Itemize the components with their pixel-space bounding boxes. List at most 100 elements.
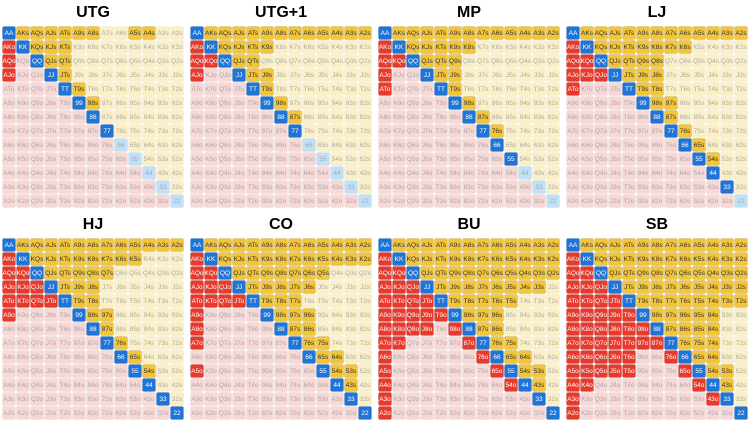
hand-label: K8o <box>393 326 405 333</box>
hand-label: 66 <box>117 142 125 149</box>
hand-label: A2o <box>567 198 579 205</box>
hand-label: K2s <box>171 44 183 51</box>
hand-cell <box>2 124 16 138</box>
hand-label: 84s <box>144 114 155 121</box>
hand-cell <box>86 82 100 96</box>
hand-label: A8s <box>275 30 287 37</box>
hand-label: 93s <box>158 312 169 319</box>
hand-label: 86o <box>652 354 663 361</box>
hand-label: 64o <box>116 382 127 389</box>
hand-cell <box>156 110 170 124</box>
hand-label: J3s <box>158 72 169 79</box>
hand-label: Q5s <box>693 270 706 277</box>
hand-label: 87s <box>102 114 113 121</box>
hand-label: 92s <box>172 100 183 107</box>
hand-label: 72o <box>290 410 301 417</box>
hand-label: 93o <box>450 184 461 191</box>
hand-cell <box>156 166 170 180</box>
hand-label: 62o <box>492 410 503 417</box>
hand-label: K6o <box>205 142 217 149</box>
hand-label: J9o <box>422 312 433 319</box>
hand-label: 65o <box>304 368 315 375</box>
hand-label: 76s <box>492 340 503 347</box>
hand-label: 62s <box>548 354 559 361</box>
hand-label: J7s <box>478 284 489 291</box>
hand-label: TT <box>437 298 445 305</box>
hand-label: 73s <box>346 340 357 347</box>
hand-label: T9s <box>74 86 86 93</box>
hand-label: AJo <box>567 72 579 79</box>
hand-label: Q9s <box>449 58 462 65</box>
hand-label: J4s <box>332 284 343 291</box>
hand-label: KQs <box>219 44 232 51</box>
hand-cell <box>190 110 204 124</box>
hand-label: AA <box>5 242 14 249</box>
hand-label: T7o <box>59 128 71 135</box>
hand-label: J9o <box>610 100 621 107</box>
hand-label: 43s <box>158 170 169 177</box>
hand-label: J4s <box>144 284 155 291</box>
hand-label: T4o <box>623 170 635 177</box>
hand-label: A3o <box>379 396 391 403</box>
hand-cell <box>260 26 274 40</box>
hand-label: T6o <box>247 142 259 149</box>
hand-label: KK <box>207 256 216 263</box>
hand-label: 43o <box>144 396 155 403</box>
hand-label: K4s <box>331 44 343 51</box>
hand-label: 94o <box>74 382 85 389</box>
hand-label: KQo <box>392 58 405 65</box>
hand-label: 72s <box>736 128 747 135</box>
hand-cell <box>16 152 30 166</box>
hand-label: J9s <box>74 284 85 291</box>
hand-label: 63o <box>492 184 503 191</box>
hand-label: AKo <box>379 256 392 263</box>
hand-label: AQs <box>595 242 608 249</box>
hand-label: A2s <box>735 30 747 37</box>
hand-label: K4s <box>519 44 531 51</box>
hand-label: T2o <box>59 198 71 205</box>
hand-label: 32o <box>158 198 169 205</box>
hand-label: A2s <box>547 30 559 37</box>
hand-label: JJ <box>236 72 243 79</box>
hand-cell <box>156 40 170 54</box>
hand-label: 93o <box>450 396 461 403</box>
hand-label: A5s <box>693 30 705 37</box>
hand-cell <box>218 68 232 82</box>
hand-label: QTs <box>59 270 71 277</box>
hand-cell <box>218 110 232 124</box>
hand-label: 54o <box>506 382 517 389</box>
hand-label: Q6s <box>303 270 316 277</box>
hand-cell <box>58 180 72 194</box>
hand-label: 52o <box>506 410 517 417</box>
hand-label: K8s <box>651 256 663 263</box>
hand-label: Q7o <box>595 340 608 347</box>
hand-label: K6s <box>491 256 503 263</box>
hand-label: A6s <box>303 242 315 249</box>
hand-label: 65o <box>304 156 315 163</box>
hand-label: 72o <box>102 198 113 205</box>
hand-label: 93s <box>722 100 733 107</box>
hand-label: JTs <box>436 284 447 291</box>
hand-label: 74o <box>666 170 677 177</box>
hand-cell <box>142 124 156 138</box>
hand-cell <box>232 138 246 152</box>
hand-label: A3o <box>191 184 203 191</box>
hand-label: K9o <box>17 312 29 319</box>
hand-label: 72o <box>290 198 301 205</box>
hand-cell <box>288 26 302 40</box>
hand-label: AQs <box>31 30 44 37</box>
hand-label: 42o <box>520 198 531 205</box>
hand-cell <box>344 26 358 40</box>
hand-cell <box>100 110 114 124</box>
hand-label: 44 <box>709 382 717 389</box>
hand-cell <box>170 124 184 138</box>
hand-label: KQs <box>595 256 608 263</box>
hand-label: Q5s <box>693 58 706 65</box>
hand-cell <box>316 40 330 54</box>
hand-label: 85s <box>318 114 329 121</box>
hand-label: 88 <box>277 114 285 121</box>
hand-label: A3s <box>533 30 545 37</box>
hand-label: 98s <box>276 100 287 107</box>
hand-label: 55 <box>507 156 515 163</box>
hand-cell <box>30 138 44 152</box>
